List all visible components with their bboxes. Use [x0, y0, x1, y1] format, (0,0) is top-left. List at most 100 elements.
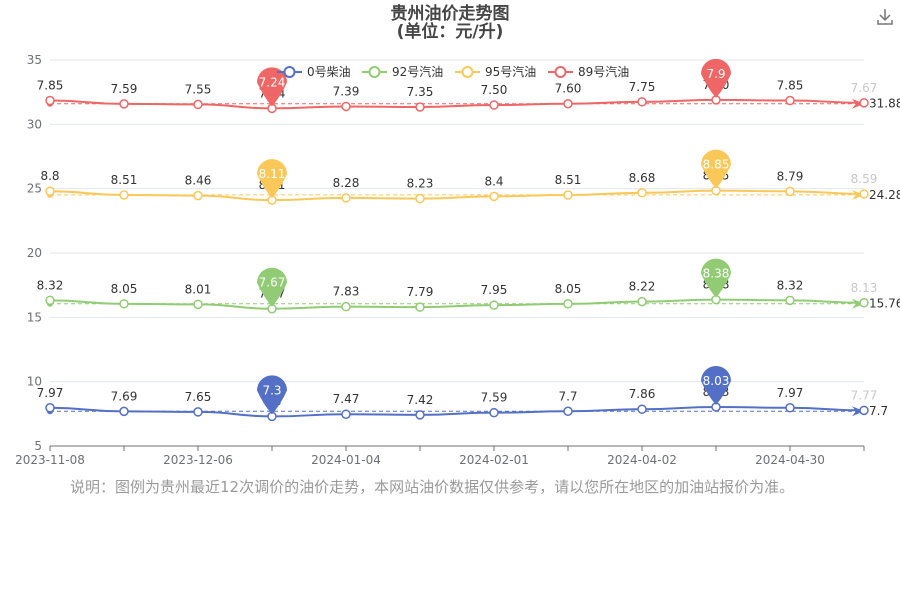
data-label: 7.86: [629, 387, 656, 401]
y-tick-label: 20: [27, 246, 42, 260]
data-point: [341, 193, 351, 203]
max-marker-pin-label: 8.38: [703, 267, 730, 281]
data-label: 8.79: [777, 169, 804, 183]
data-label: 7.77: [851, 388, 878, 402]
data-point: [785, 95, 795, 106]
data-label: 7.75: [629, 80, 656, 94]
series-line: [49, 298, 865, 310]
chart-title: 贵州油价走势图: [390, 4, 510, 24]
data-label: 8.8: [40, 169, 59, 183]
data-label: 7.83: [333, 285, 360, 299]
data-label: 8.68: [629, 171, 656, 185]
data-point: [119, 406, 129, 417]
y-tick-label: 5: [34, 439, 42, 453]
data-label: 7.55: [185, 82, 212, 96]
data-label: 7.65: [185, 390, 212, 404]
data-point: [489, 100, 499, 110]
data-label: 8.23: [407, 177, 434, 191]
data-point: [637, 296, 647, 307]
data-label: 7.59: [111, 82, 138, 96]
data-point: [563, 406, 573, 417]
data-label: 8.05: [111, 282, 138, 296]
series-line: [49, 189, 865, 202]
max-marker-pin-label: 7.9: [706, 67, 725, 81]
data-point: [859, 98, 869, 108]
data-label: 8.46: [185, 174, 212, 188]
mark-line-label: 24.28: [869, 188, 900, 202]
data-point: [119, 299, 129, 309]
max-marker-pin: [701, 258, 731, 298]
x-tick-label: 2023-11-08: [15, 453, 85, 467]
min-marker-pin: [257, 375, 287, 415]
data-point: [563, 299, 573, 309]
data-point: [489, 300, 499, 310]
data-label: 8.32: [777, 278, 804, 292]
min-marker-pin: [257, 67, 287, 107]
data-label: 8.22: [629, 280, 656, 294]
max-marker-pin-label: 8.03: [703, 374, 730, 388]
max-marker-pin: [701, 366, 731, 406]
data-label: 7.79: [407, 285, 434, 299]
series-line: [49, 98, 865, 110]
download-icon[interactable]: [874, 5, 896, 27]
min-marker-pin: [257, 159, 287, 199]
data-point: [859, 189, 869, 199]
data-label: 8.13: [851, 281, 878, 295]
mark-line-label: 15.76: [869, 297, 900, 311]
data-point: [637, 188, 647, 198]
x-tick-label: 2023-12-06: [163, 453, 233, 467]
data-label: 7.69: [111, 389, 138, 403]
x-tick-label: 2024-04-02: [607, 453, 677, 467]
legend-label: 0号柴油: [307, 65, 351, 79]
data-label: 7.85: [777, 79, 804, 93]
y-tick-label: 25: [27, 182, 42, 196]
legend-marker: [461, 66, 474, 78]
data-point: [193, 299, 203, 310]
max-marker-pin: [701, 58, 731, 98]
data-point: [489, 407, 499, 418]
x-tick-label: 2024-02-01: [459, 453, 529, 467]
legend-label: 89号汽油: [578, 64, 629, 79]
legend-label: 92号汽油: [392, 64, 443, 79]
data-point: [489, 191, 499, 202]
data-label: 8.32: [37, 278, 64, 292]
legend-label: 95号汽油: [485, 64, 536, 79]
data-label: 8.05: [555, 282, 582, 296]
data-label: 7.35: [407, 85, 434, 99]
y-tick-label: 35: [27, 53, 42, 67]
data-point: [341, 101, 351, 112]
data-point: [193, 190, 203, 201]
min-marker-pin-label: 7.67: [259, 276, 286, 290]
data-label: 7.67: [851, 81, 878, 95]
mark-line-label: 7.7: [869, 404, 888, 418]
data-point: [563, 190, 573, 200]
legend-marker: [554, 66, 567, 78]
data-label: 7.42: [407, 393, 434, 407]
data-label: 7.60: [555, 82, 582, 96]
data-point: [415, 302, 425, 312]
data-label: 7.59: [481, 391, 508, 405]
data-label: 8.51: [111, 173, 138, 187]
data-label: 8.4: [484, 174, 503, 188]
data-label: 8.01: [185, 282, 212, 296]
data-label: 8.51: [555, 173, 582, 187]
mark-line-label: 31.88: [869, 97, 900, 111]
min-marker-pin-label: 8.11: [259, 167, 286, 181]
data-point: [415, 102, 425, 112]
download-icon-glyph: [877, 9, 893, 25]
data-label: 7.50: [481, 83, 508, 97]
data-point: [785, 403, 795, 413]
legend-marker: [283, 66, 296, 78]
data-point: [785, 186, 795, 197]
y-tick-label: 30: [27, 117, 42, 131]
legend-marker: [368, 66, 381, 78]
data-label: 7.7: [558, 389, 577, 403]
min-marker-pin-label: 7.3: [262, 383, 281, 397]
data-point: [45, 295, 55, 306]
data-point: [119, 190, 129, 200]
data-label: 7.97: [777, 386, 804, 400]
data-point: [193, 99, 203, 110]
x-tick-label: 2024-01-04: [311, 453, 381, 467]
min-marker-pin: [257, 267, 287, 307]
